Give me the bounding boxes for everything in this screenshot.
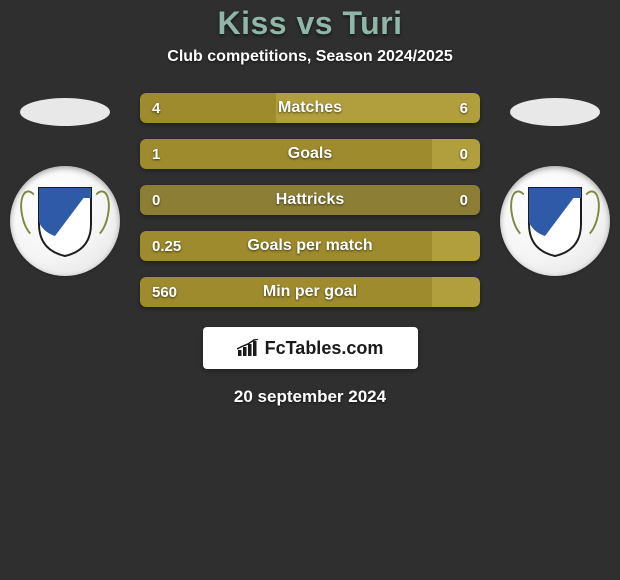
club-crest-right <box>500 166 610 276</box>
stat-value-right: 0 <box>460 139 468 169</box>
page-title: Kiss vs Turi <box>217 5 402 42</box>
player-left-column <box>10 88 120 276</box>
page-subtitle: Club competitions, Season 2024/2025 <box>167 48 452 66</box>
stat-value-left: 4 <box>152 93 160 123</box>
chart-icon <box>237 339 259 357</box>
shield-icon <box>525 184 585 258</box>
stat-row: Hattricks0 0 <box>140 185 480 215</box>
stat-label: Hattricks <box>140 185 480 215</box>
stat-row: Goals per match0.25 <box>140 231 480 261</box>
stat-row: Min per goal560 <box>140 277 480 307</box>
club-crest-left <box>10 166 120 276</box>
stat-value-left: 0.25 <box>152 231 181 261</box>
comparison-card: Kiss vs Turi Club competitions, Season 2… <box>0 0 620 407</box>
photo-placeholder-right <box>510 98 600 126</box>
stat-value-left: 560 <box>152 277 177 307</box>
stat-label: Goals <box>140 139 480 169</box>
stat-bars: Matches46Goals10Hattricks00Goals per mat… <box>140 93 480 307</box>
stat-value-left: 1 <box>152 139 160 169</box>
photo-placeholder-left <box>20 98 110 126</box>
stat-row: Matches4 6 <box>140 93 480 123</box>
date-text: 20 september 2024 <box>234 387 386 407</box>
player-right-column <box>500 88 610 276</box>
stat-row: Goals1 0 <box>140 139 480 169</box>
brand-text: FcTables.com <box>265 338 384 359</box>
stat-value-right: 6 <box>460 93 468 123</box>
stat-label: Matches <box>140 93 480 123</box>
stat-value-left: 0 <box>152 185 160 215</box>
stat-label: Goals per match <box>140 231 480 261</box>
stat-label: Min per goal <box>140 277 480 307</box>
shield-icon <box>35 184 95 258</box>
brand-badge: FcTables.com <box>203 327 418 369</box>
stat-value-right: 0 <box>460 185 468 215</box>
comparison-arena: Matches46Goals10Hattricks00Goals per mat… <box>10 88 610 307</box>
